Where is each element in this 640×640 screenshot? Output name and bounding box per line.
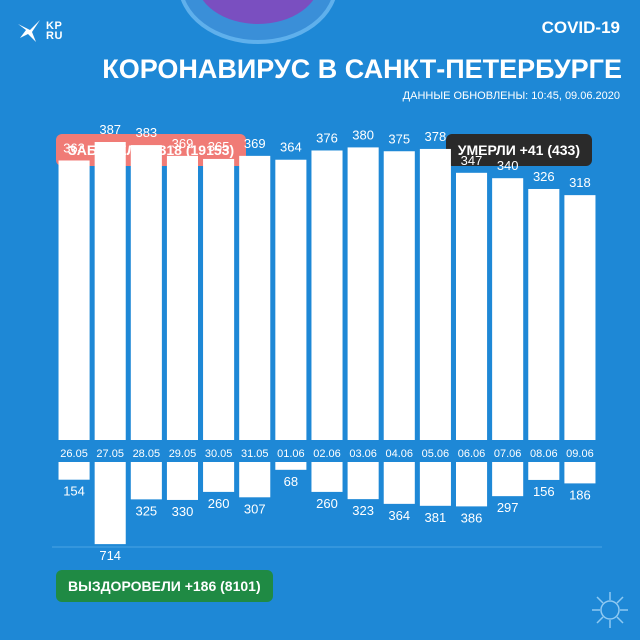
cases-bar (58, 160, 90, 441)
virus-corner-icon (592, 592, 628, 628)
recovered-bar (239, 462, 271, 498)
recovered-bar (203, 462, 235, 492)
cases-value-label: 378 (425, 129, 447, 144)
recovered-value-label: 260 (316, 496, 338, 511)
date-tick-label: 04.06 (386, 448, 414, 460)
recovered-bar (275, 462, 307, 470)
date-tick-label: 26.05 (60, 448, 88, 460)
cases-bar (492, 178, 524, 440)
covid-tag: COVID-19 (541, 18, 620, 37)
logo-text-line2: RU (46, 30, 63, 42)
recovered-value-label: 307 (244, 501, 266, 516)
recovered-value-label: 364 (388, 508, 410, 523)
date-tick-label: 30.05 (205, 448, 233, 460)
recovered-bar (94, 462, 126, 545)
recovered-bar (58, 462, 90, 480)
recovered-value-label: 323 (352, 503, 374, 518)
recovered-bar (492, 462, 524, 497)
recovered-value-label: 154 (63, 484, 85, 499)
date-tick-label: 07.06 (494, 448, 522, 460)
date-tick-label: 31.05 (241, 448, 269, 460)
recovered-value-label: 325 (135, 503, 157, 518)
cases-value-label: 364 (280, 140, 302, 155)
cases-value-label: 376 (316, 130, 338, 145)
date-tick-label: 02.06 (313, 448, 341, 460)
cases-bar (166, 155, 199, 440)
cases-bar (347, 147, 379, 440)
cases-value-label: 365 (208, 139, 230, 154)
cases-value-label: 326 (533, 169, 555, 184)
recovered-bar (455, 462, 488, 507)
recovered-value-label: 381 (425, 510, 447, 525)
logo-text-line1: KP (46, 20, 63, 32)
recovered-bar (383, 462, 415, 504)
cases-value-label: 340 (497, 158, 519, 173)
cases-bar (528, 188, 560, 440)
cases-bar (94, 142, 126, 440)
cases-value-label: 369 (172, 136, 194, 151)
date-tick-label: 29.05 (169, 448, 197, 460)
recovered-bar (528, 462, 560, 480)
cases-bar (564, 195, 596, 440)
recovered-value-label: 260 (208, 496, 230, 511)
cases-bar (275, 159, 307, 440)
recovered-bar (130, 462, 162, 500)
date-tick-label: 09.06 (566, 448, 594, 460)
date-tick-label: 06.06 (458, 448, 486, 460)
recovered-bar (419, 462, 451, 506)
cases-bar (419, 148, 451, 440)
date-tick-label: 28.05 (133, 448, 161, 460)
cases-bar (130, 145, 162, 440)
recovered-value-label: 330 (172, 504, 194, 519)
recovered-value-label: 714 (99, 548, 121, 563)
recovered-bar (166, 462, 199, 500)
kp-logo: KP RU (16, 18, 63, 44)
recovered-badge: ВЫЗДОРОВЕЛИ +186 (8101) (56, 570, 273, 602)
page-title: КОРОНАВИРУС В САНКТ-ПЕТЕРБУРГЕ (102, 54, 622, 84)
recovered-value-label: 68 (284, 474, 298, 489)
date-tick-label: 08.06 (530, 448, 558, 460)
deaths-badge: УМЕРЛИ +41 (433) (445, 134, 592, 166)
cases-bar (203, 158, 235, 440)
recovered-bar (564, 462, 596, 484)
cases-bar (311, 150, 343, 441)
updated-timestamp: ДАННЫЕ ОБНОВЛЕНЫ: 10:45, 09.06.2020 (402, 90, 620, 102)
recovered-value-label: 186 (569, 487, 591, 502)
date-tick-label: 27.05 (96, 448, 124, 460)
cases-bar (383, 151, 415, 440)
cases-value-label: 380 (352, 127, 374, 142)
date-tick-label: 05.06 (422, 448, 450, 460)
recovered-value-label: 297 (497, 500, 519, 515)
recovered-bar (311, 462, 343, 492)
date-tick-label: 03.06 (349, 448, 377, 460)
cases-bar (455, 172, 488, 440)
cases-value-label: 363 (63, 140, 85, 155)
cases-value-label: 318 (569, 175, 591, 190)
cases-value-label: 375 (388, 131, 410, 146)
cases-bar (239, 155, 271, 440)
cases-value-label: 383 (135, 125, 157, 140)
recovered-bar (347, 462, 379, 500)
recovered-value-label: 386 (461, 510, 483, 525)
date-tick-label: 01.06 (277, 448, 305, 460)
recovered-value-label: 156 (533, 484, 555, 499)
bird-icon (18, 20, 40, 42)
virus-decoration (180, 0, 336, 44)
cases-value-label: 369 (244, 136, 266, 151)
cases-value-label: 347 (461, 153, 483, 168)
cases-value-label: 387 (99, 122, 121, 137)
